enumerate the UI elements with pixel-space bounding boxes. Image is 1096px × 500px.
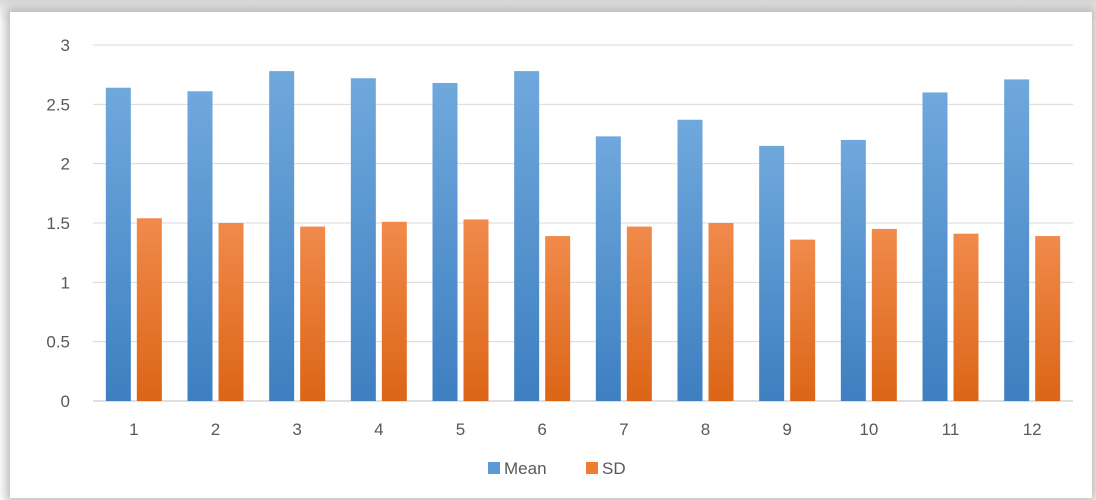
bar-mean-10 (840, 139, 866, 401)
bar-mean-2 (187, 91, 213, 401)
y-tick-label: 1 (61, 273, 70, 292)
bar-sd-1 (136, 218, 162, 401)
bar-sd-11 (953, 233, 979, 401)
y-tick-label: 0.5 (46, 333, 70, 352)
y-tick-label: 2 (61, 155, 70, 174)
bar-sd-10 (871, 228, 897, 401)
x-tick-label: 9 (782, 420, 791, 439)
bar-mean-12 (1004, 79, 1030, 401)
bar-mean-5 (432, 82, 458, 402)
x-tick-label: 7 (619, 420, 628, 439)
legend-item-mean: Mean (488, 459, 547, 478)
legend-item-sd: SD (586, 459, 626, 478)
x-tick-label: 6 (537, 420, 546, 439)
x-tick-label: 8 (701, 420, 710, 439)
bar-mean-8 (677, 119, 703, 401)
x-tick-label: 12 (1023, 420, 1042, 439)
bar-mean-9 (759, 145, 785, 401)
y-axis-tick-labels: 0 0.5 1 1.5 2 2.5 3 (46, 36, 70, 411)
y-tick-label: 1.5 (46, 214, 70, 233)
bar-mean-4 (350, 78, 376, 401)
bar-sd-5 (463, 219, 489, 401)
bar-sd-8 (708, 223, 734, 401)
bar-mean-3 (269, 71, 295, 402)
legend: Mean SD (488, 459, 626, 478)
x-tick-label: 4 (374, 420, 383, 439)
legend-swatch (488, 462, 500, 474)
x-axis-tick-labels: 1 2 3 4 5 6 7 8 9 10 11 12 (129, 420, 1042, 439)
bar-sd-2 (218, 223, 244, 401)
bar-sd-7 (626, 226, 652, 401)
legend-label: Mean (504, 459, 547, 478)
bar-mean-6 (514, 71, 540, 402)
legend-label: SD (602, 459, 626, 478)
gridlines (93, 44, 1073, 402)
bar-sd-6 (545, 236, 571, 401)
x-tick-label: 2 (211, 420, 220, 439)
bar-sd-4 (381, 221, 407, 401)
x-tick-label: 3 (292, 420, 301, 439)
bar-sd-12 (1035, 236, 1061, 401)
y-tick-label: 2.5 (46, 95, 70, 114)
bars (105, 71, 1061, 402)
x-tick-label: 5 (456, 420, 465, 439)
legend-swatch (586, 462, 598, 474)
x-tick-label: 10 (859, 420, 878, 439)
bar-mean-11 (922, 92, 948, 401)
bar-sd-3 (300, 226, 326, 401)
bar-mean-7 (595, 136, 621, 401)
bar-mean-1 (105, 87, 131, 401)
bar-sd-9 (790, 239, 816, 401)
y-tick-label: 0 (61, 392, 70, 411)
x-tick-label: 11 (942, 420, 960, 439)
x-tick-label: 1 (129, 420, 138, 439)
y-tick-label: 3 (61, 36, 70, 55)
